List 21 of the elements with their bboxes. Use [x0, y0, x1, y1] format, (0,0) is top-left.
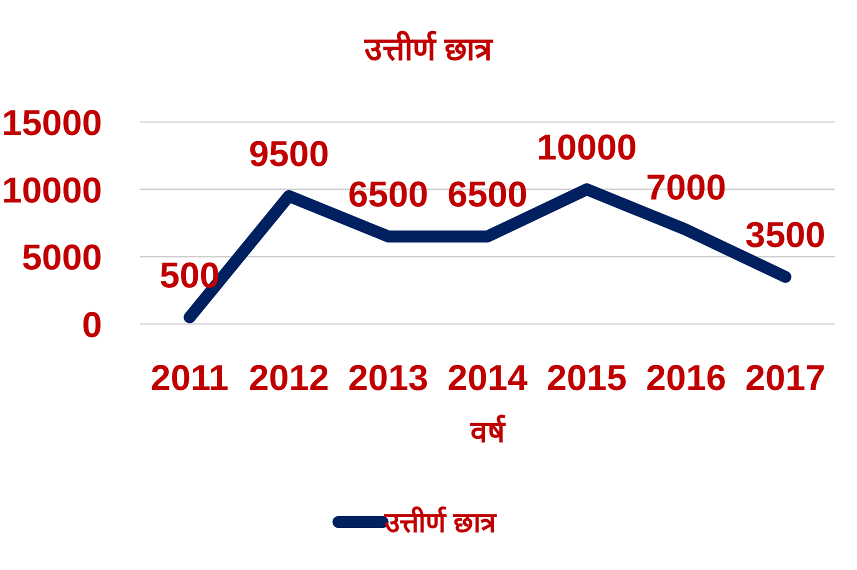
data-label: 7000: [646, 166, 726, 208]
data-label: 10000: [536, 126, 637, 168]
xtick: 2011: [150, 357, 229, 398]
xlabel: वर्ष: [470, 416, 504, 449]
xtick: 2016: [646, 357, 726, 398]
data-label: 500: [160, 254, 220, 296]
xtick: 2013: [348, 357, 428, 398]
data-label: 9500: [248, 133, 329, 174]
xtick: 2012: [248, 357, 329, 398]
data-label: 6500: [348, 173, 428, 214]
xtick: 2015: [546, 357, 627, 398]
xtick: 2014: [447, 357, 528, 398]
ytick: 5000: [22, 236, 102, 278]
title: उत्तीर्ण छात्र: [364, 31, 492, 67]
data-label: 3500: [745, 214, 826, 255]
legend-text: उत्तीर्ण छात्र: [384, 507, 496, 538]
ytick: 0: [82, 304, 102, 345]
data-label: 6500: [447, 173, 528, 214]
ytick: 15000: [2, 102, 102, 143]
xtick: 2017: [745, 357, 826, 398]
ytick: 10000: [2, 169, 102, 210]
